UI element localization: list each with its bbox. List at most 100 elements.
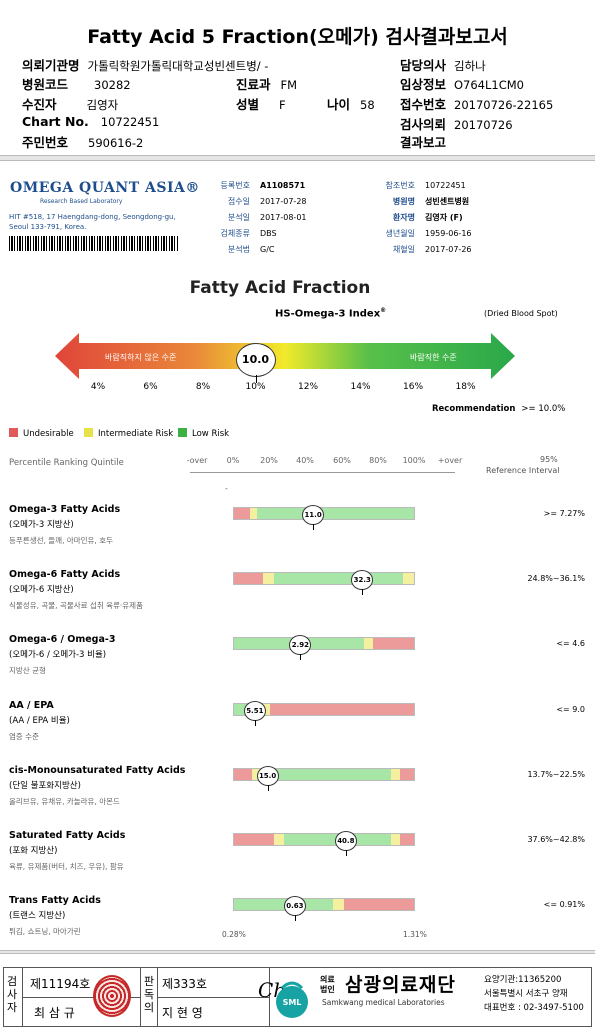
- seal-stamp: [93, 975, 131, 1017]
- percentile-bar: [233, 637, 415, 650]
- bar-segment-yellow: [252, 769, 261, 780]
- value-marker: 2.92: [289, 635, 312, 655]
- lab-field-key: 환자명: [392, 213, 415, 222]
- row-name: Omega-6 Fatty Acids: [9, 569, 121, 580]
- lab-field-value: DBS: [260, 229, 277, 238]
- percentile-rule: [190, 472, 455, 473]
- percentile-label: 0%: [226, 456, 240, 465]
- lab-field-key: 참조번호: [385, 181, 415, 190]
- footer-divider-2: [140, 967, 141, 1027]
- index-title: HS-Omega-3 Index®: [275, 307, 387, 320]
- bar-segment-red: [399, 834, 414, 845]
- value-marker: 15.0: [256, 766, 279, 786]
- institution-code: 요양기관:11365200: [484, 975, 562, 985]
- arrow-shape: [55, 333, 515, 379]
- bar-segment-red: [234, 573, 263, 584]
- legend-label: Low Risk: [192, 429, 230, 439]
- marker-needle: [313, 524, 315, 530]
- row-name: AA / EPA: [9, 700, 54, 711]
- bar-segment-yellow: [390, 769, 400, 780]
- bar-segment-green: [234, 899, 333, 910]
- receipt-label: 접수번호: [400, 97, 447, 112]
- gauge-needle: [255, 375, 257, 383]
- lab-field-value: 2017-07-26: [425, 245, 472, 254]
- marker-needle: [267, 785, 269, 791]
- inspector-number: 제11194호: [30, 977, 91, 991]
- legend-item: Undesirable: [9, 428, 74, 439]
- barcode-image: [9, 236, 179, 251]
- percentile-label: 20%: [260, 456, 278, 465]
- percentile-bar: [233, 833, 415, 846]
- bar-segment-red: [234, 834, 274, 845]
- arrow-left-text: 바람직하지 않은 수준: [105, 352, 176, 362]
- lab-tagline: Research Based Laboratory: [40, 198, 123, 205]
- bar-segment-green: [273, 573, 404, 584]
- lab-field-value: 2017-08-01: [260, 213, 307, 222]
- lab-field-value: 2017-07-28: [260, 197, 307, 206]
- reviewer-label: 판독의: [143, 975, 155, 1014]
- dept-value: FM: [280, 78, 298, 92]
- sex-field: 성별 F: [236, 94, 286, 113]
- row-subtitle: (단일 불포화지방산): [9, 781, 81, 791]
- scale-tick-label: 8%: [195, 382, 211, 392]
- row-name: Saturated Fatty Acids: [9, 830, 126, 841]
- receipt-field: 접수번호 20170726-22165: [400, 94, 553, 113]
- clinical-field: 임상정보 O764L1CM0: [400, 74, 524, 93]
- marker-needle: [300, 654, 302, 660]
- lab-field-value: 김영자 (F): [425, 213, 463, 222]
- legend-item: Low Risk: [178, 428, 229, 439]
- patient-value: 김영자: [86, 98, 119, 112]
- footer-hline-2: [157, 997, 269, 998]
- age-field: 나이 58: [327, 94, 375, 113]
- percentile-label: +over: [437, 456, 463, 465]
- doctor-label: 담당의사: [400, 58, 447, 73]
- sex-value: F: [279, 98, 286, 112]
- brand-english: Samkwang medical Laboratories: [322, 998, 445, 1007]
- row-note: 등푸른생선, 들깨, 아마인유, 호두: [9, 536, 114, 545]
- trans-axis-max: 1.31%: [403, 930, 427, 939]
- institution-value: 가톨릭학원가톨릭대학교성빈센트병/ -: [87, 59, 269, 73]
- reviewer-name: 지 현 영: [162, 1006, 203, 1020]
- bar-segment-yellow: [363, 638, 373, 649]
- bar-segment-yellow: [390, 834, 400, 845]
- report-title: Fatty Acid 5 Fraction(오메가) 검사결과보고서: [87, 26, 508, 48]
- brand-prefix: 의료 법인: [320, 975, 335, 994]
- doctor-value: 김하나: [454, 59, 486, 73]
- row-subtitle: (오메가-3 지방산): [9, 520, 74, 530]
- value-marker: 11.0: [302, 505, 325, 525]
- row-subtitle: (포화 지방산): [9, 846, 58, 856]
- bar-segment-red: [234, 769, 252, 780]
- lab-field-row: 채혈일 2017-07-26: [370, 244, 472, 255]
- footer-divider-4: [269, 967, 270, 1027]
- row-name: cis-Monounsaturated Fatty Acids: [9, 765, 186, 776]
- lab-field-value: 1959-06-16: [425, 229, 472, 238]
- row-note: 지방산 균형: [9, 666, 46, 675]
- value-marker: 0.63: [283, 896, 306, 916]
- percentile-bar: [233, 572, 415, 585]
- bar-segment-red: [399, 769, 414, 780]
- percentile-label: 100%: [402, 456, 426, 465]
- header-separator: [0, 155, 595, 161]
- lab-field-key: 분석일: [227, 213, 250, 222]
- reference-95: 95%: [540, 455, 558, 464]
- scale-tick-label: 4%: [90, 382, 106, 392]
- legend-swatch: [178, 428, 187, 437]
- row-note: 튀김, 쇼트닝, 마아가린: [9, 927, 81, 936]
- bar-segment-yellow: [333, 899, 344, 910]
- bar-segment-yellow: [262, 573, 274, 584]
- bar-segment-green: [261, 769, 391, 780]
- inspector-label: 검사자: [6, 975, 18, 1014]
- row-reference: 13.7%~22.5%: [527, 770, 585, 779]
- institution-label: 의뢰기관명: [22, 58, 80, 73]
- lab-field-value: 10722451: [425, 181, 466, 190]
- percentile-label: 60%: [333, 456, 351, 465]
- lab-field-row: 생년월일 1959-06-16: [370, 228, 472, 239]
- lab-field-row: 환자명 김영자 (F): [370, 212, 463, 223]
- institution-field: 의뢰기관명 가톨릭학원가톨릭대학교성빈센트병/ -: [22, 55, 268, 74]
- lab-address: HIT #518, 17 Haengdang-dong, Seongdong-g…: [9, 213, 176, 231]
- scale-tick-label: 12%: [297, 382, 319, 392]
- signature-box: [3, 967, 592, 1027]
- id-label: 주민번호: [22, 135, 69, 150]
- value-marker: 40.8: [334, 831, 357, 851]
- footer-separator: [0, 950, 595, 954]
